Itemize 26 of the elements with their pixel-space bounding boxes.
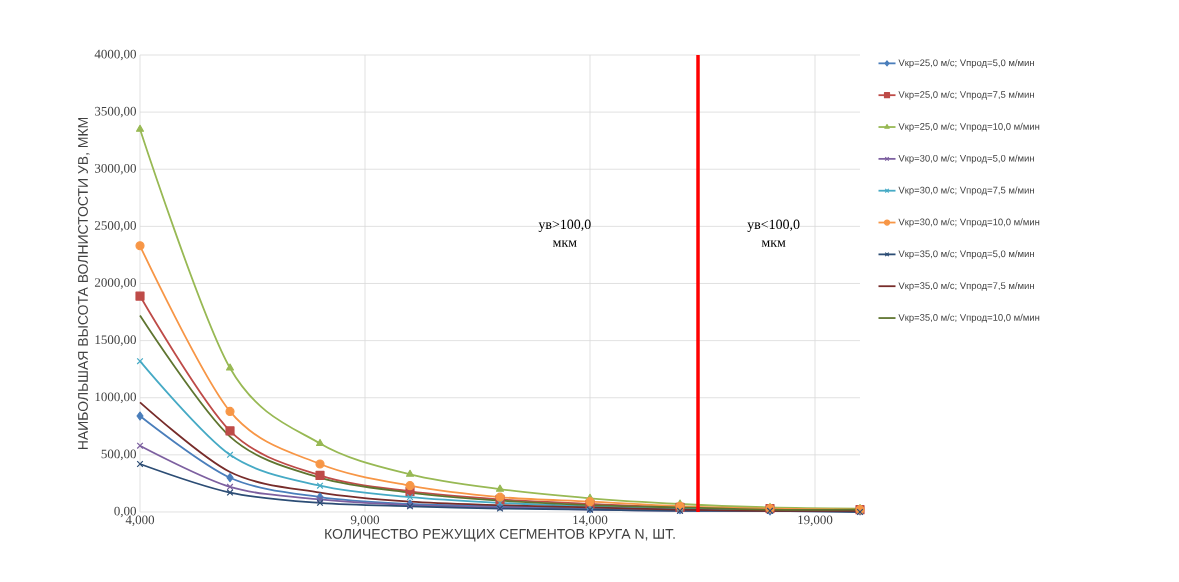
y-tick-label: 2500,00 — [94, 221, 136, 232]
x-tick-label: 4,000 — [125, 515, 155, 527]
y-tick-label: 1000,00 — [95, 392, 136, 404]
legend-label: Vкр=35,0 м/с; Vпрод=10,0 м/мин — [898, 313, 1040, 323]
y-tick-label: 1500,00 — [95, 335, 136, 346]
y-tick-label: 2000,00 — [94, 278, 136, 289]
legend-label: Vкр=25,0 м/с; Vпрод=7,5 м/мин — [898, 91, 1034, 100]
legend-label: Vкр=30,0 м/с; Vпрод=10,0 м/мин — [898, 218, 1040, 228]
y-axis-title: НАИБОЛЬШАЯ ВЫСОТА ВОЛНИСТОСТИ УВ, МКМ — [78, 117, 90, 450]
legend-label: Vкр=25,0 м/с; Vпрод=5,0 м/мин — [898, 59, 1034, 68]
x-tick-label: 14,000 — [573, 515, 608, 527]
x-tick-label: 9,000 — [350, 515, 380, 527]
y-tick-label: 4000,00 — [94, 49, 136, 61]
legend-label: Vкр=30,0 м/с; Vпрод=7,5 м/мин — [898, 186, 1034, 196]
x-axis-title: КОЛИЧЕСТВО РЕЖУЩИХ СЕГМЕНТОВ КРУГА N, ШТ. — [325, 528, 675, 542]
y-tick-label: 500,00 — [101, 449, 136, 461]
y-tick-label: 3000,00 — [95, 163, 136, 175]
y-tick-label: 3500,00 — [95, 106, 136, 118]
annotation: ув<100,0 мкм — [747, 219, 800, 247]
legend-label: Vкр=35,0 м/с; Vпрод=5,0 м/мин — [898, 250, 1034, 260]
legend-label: Vкр=25,0 м/с; Vпрод=10,0 м/мин — [898, 122, 1040, 132]
annotation: ув>100,0 мкм — [538, 219, 591, 247]
legend-label: Vкр=30,0 м/с; Vпрод=5,0 м/мин — [898, 154, 1034, 164]
legend-label: Vкр=35,0 м/с; Vпрод=7,5 м/мин — [898, 282, 1034, 291]
x-tick-label: 19,000 — [798, 515, 833, 527]
y-tick-label: 0,00 — [114, 506, 136, 518]
